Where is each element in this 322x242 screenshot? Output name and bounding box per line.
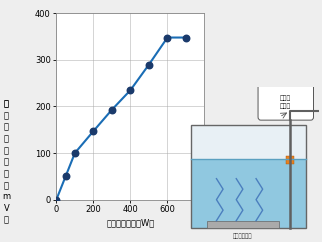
Point <box>54 198 59 202</box>
Bar <box>207 221 279 228</box>
Point <box>146 63 152 67</box>
Text: 値: 値 <box>4 169 9 178</box>
Text: ）: ） <box>4 216 9 225</box>
Text: 音: 音 <box>4 99 9 109</box>
Text: （: （ <box>4 181 9 190</box>
Text: 音: 音 <box>4 99 9 109</box>
FancyBboxPatch shape <box>258 84 314 120</box>
Point <box>72 151 77 155</box>
Point <box>91 129 96 133</box>
Text: m: m <box>2 192 11 202</box>
Text: V: V <box>4 204 9 213</box>
Polygon shape <box>191 159 306 228</box>
Text: 指: 指 <box>4 146 9 155</box>
Text: 音圧計
表示部: 音圧計 表示部 <box>280 96 291 109</box>
Bar <box>286 156 294 164</box>
Text: 示: 示 <box>4 158 9 167</box>
Polygon shape <box>191 125 306 159</box>
Text: 圧: 圧 <box>4 111 9 120</box>
Point <box>165 36 170 39</box>
Point <box>109 108 115 112</box>
Point <box>184 36 189 39</box>
Text: 超音波振動子: 超音波振動子 <box>232 233 252 239</box>
Point <box>128 88 133 92</box>
Text: 計: 計 <box>4 123 9 132</box>
X-axis label: 発信器出力　（W）: 発信器出力 （W） <box>106 218 155 227</box>
Point <box>63 174 68 178</box>
